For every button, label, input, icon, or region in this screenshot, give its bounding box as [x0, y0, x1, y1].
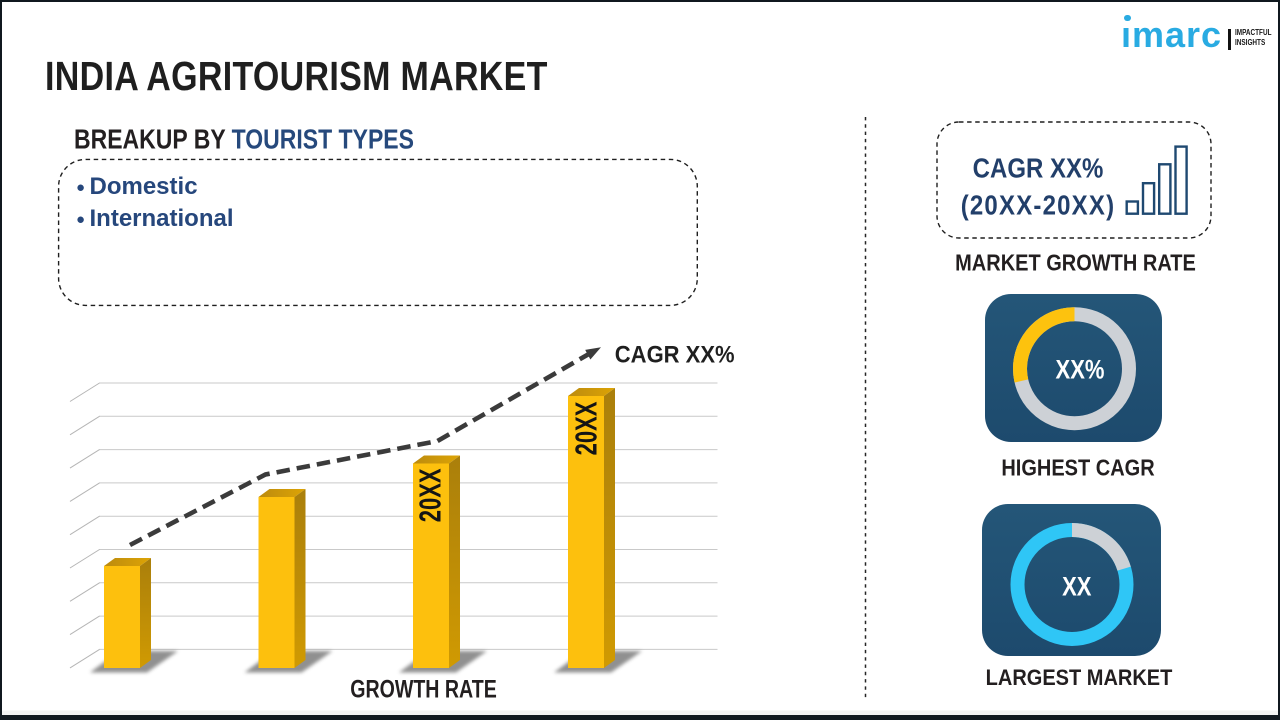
svg-text:20XX: 20XX — [569, 401, 603, 455]
svg-text:20XX: 20XX — [413, 468, 447, 522]
